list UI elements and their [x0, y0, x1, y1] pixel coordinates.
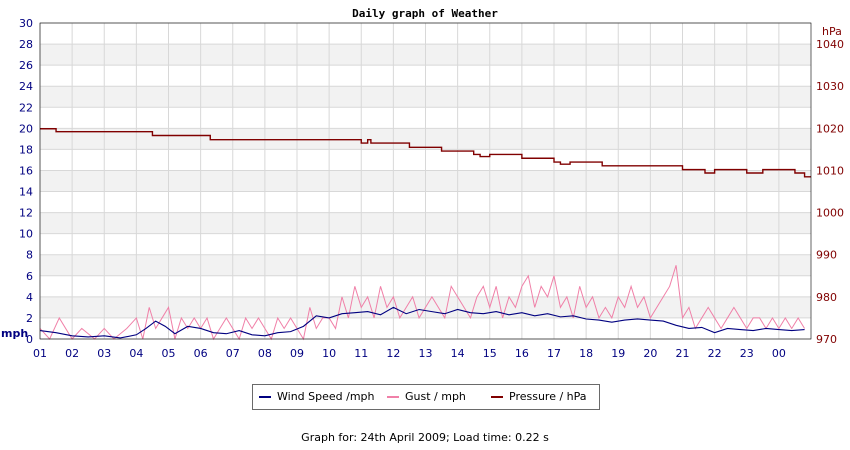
- x-tick-label: 17: [547, 347, 561, 360]
- right-tick-label: 970: [816, 333, 837, 346]
- left-tick-label: 26: [19, 59, 33, 72]
- legend-item-pressure: Pressure / hPa: [491, 390, 587, 403]
- x-tick-label: 09: [290, 347, 304, 360]
- x-tick-label: 22: [708, 347, 722, 360]
- left-tick-label: 8: [26, 249, 33, 262]
- x-tick-label: 23: [740, 347, 754, 360]
- left-tick-label: 10: [19, 228, 33, 241]
- legend-label-gust: Gust / mph: [405, 390, 466, 403]
- x-tick-label: 14: [451, 347, 465, 360]
- right-tick-label: 1000: [816, 207, 844, 220]
- x-tick-label: 16: [515, 347, 529, 360]
- plot-frame: [39, 22, 812, 340]
- x-tick-label: 21: [676, 347, 690, 360]
- chart-title: Daily graph of Weather: [352, 7, 498, 20]
- pressure-series: [40, 128, 811, 178]
- x-tick-label: 11: [354, 347, 368, 360]
- legend-item-gust: Gust / mph: [387, 390, 466, 403]
- left-tick-label: 30: [19, 17, 33, 30]
- x-tick-label: 02: [65, 347, 79, 360]
- wind-swatch-icon: [259, 396, 271, 398]
- right-axis-unit: hPa: [822, 25, 842, 38]
- footer-text: Graph for: 24th April 2009; Load time: 0…: [301, 431, 549, 444]
- x-tick-label: 20: [643, 347, 657, 360]
- right-axis-ticks: 970 980 990 1000 1010 1020 1030 1040: [816, 38, 844, 346]
- left-tick-label: 16: [19, 164, 33, 177]
- x-tick-label: 01: [33, 347, 47, 360]
- x-axis-ticks: 01 02 03 04 05 06 07 08 09 10 11 12 13 14 15 16 17 18 19 20…: [33, 347, 786, 360]
- x-tick-label: 18: [579, 347, 593, 360]
- left-tick-label: 28: [19, 38, 33, 51]
- wind-line: [39, 306, 805, 339]
- x-tick-label: 07: [226, 347, 240, 360]
- legend-label-pressure: Pressure / hPa: [509, 390, 587, 403]
- left-tick-label: 2: [26, 312, 33, 325]
- x-tick-label: 08: [258, 347, 272, 360]
- right-tick-label: 1030: [816, 80, 844, 93]
- gust-swatch-icon: [387, 396, 399, 398]
- left-tick-label: 4: [26, 291, 33, 304]
- weather-chart: Daily graph of Weather 02468101214161820…: [1, 7, 844, 360]
- x-tick-label: 15: [483, 347, 497, 360]
- pressure-swatch-icon: [491, 396, 503, 398]
- legend: Wind Speed /mph Gust / mph Pressure / hP…: [252, 384, 600, 410]
- x-tick-label: 03: [97, 347, 111, 360]
- right-tick-label: 1040: [816, 38, 844, 51]
- left-tick-label: 22: [19, 101, 33, 114]
- left-tick-label: 0: [26, 333, 33, 346]
- pressure-line: [40, 128, 811, 178]
- legend-item-wind: Wind Speed /mph: [259, 390, 375, 403]
- x-tick-label: 12: [386, 347, 400, 360]
- left-tick-label: 18: [19, 143, 33, 156]
- left-tick-label: 14: [19, 186, 33, 199]
- left-tick-label: 20: [19, 122, 33, 135]
- x-tick-label: 10: [322, 347, 336, 360]
- left-tick-label: 12: [19, 207, 33, 220]
- x-tick-label: 19: [611, 347, 625, 360]
- x-tick-label: 13: [419, 347, 433, 360]
- left-tick-label: 24: [19, 80, 33, 93]
- right-tick-label: 990: [816, 249, 837, 262]
- right-tick-label: 980: [816, 291, 837, 304]
- x-tick-label: 06: [194, 347, 208, 360]
- right-tick-label: 1010: [816, 164, 844, 177]
- wind-series: [39, 306, 805, 339]
- x-tick-label: 05: [162, 347, 176, 360]
- right-tick-label: 1020: [816, 122, 844, 135]
- x-tick-label: 00: [772, 347, 786, 360]
- legend-label-wind: Wind Speed /mph: [277, 390, 375, 403]
- x-tick-label: 04: [129, 347, 143, 360]
- left-tick-label: 6: [26, 270, 33, 283]
- left-axis-unit: mph: [1, 327, 28, 340]
